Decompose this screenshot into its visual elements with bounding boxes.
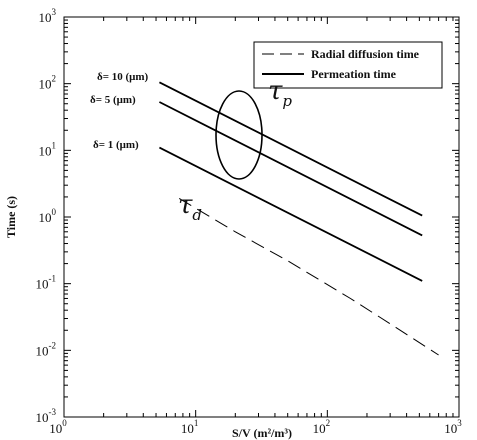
series-line-permeation-1	[158, 101, 423, 237]
x-tick-label: 100	[49, 418, 67, 436]
tick-label-base: 10	[49, 421, 62, 436]
tick-label-exponent: -2	[49, 340, 57, 350]
series-label-delta-1: δ= 1 (μm)	[93, 139, 139, 151]
x-tick-label: 103	[444, 418, 462, 436]
tick-label-exponent: 3	[52, 7, 57, 17]
tick-label-base: 10	[181, 421, 194, 436]
x-axis-label: S/V (m²/m³)	[232, 426, 292, 440]
legend-label-permeation: Permeation time	[311, 67, 397, 81]
tick-label-base: 10	[444, 421, 457, 436]
annotation-tau-d: τd	[178, 190, 202, 224]
legend-label-radial: Radial diffusion time	[311, 47, 420, 61]
tick-label-base: 10	[36, 343, 49, 358]
tick-label-base: 10	[39, 143, 52, 158]
y-tick-label: 10-3	[36, 407, 57, 425]
x-tick-label: 102	[313, 418, 331, 436]
series-line-permeation-2	[158, 146, 423, 282]
y-tick-label: 102	[39, 74, 57, 92]
series-line-permeation-0	[158, 81, 423, 217]
tick-label-base: 10	[36, 277, 49, 292]
legend: Radial diffusion time Permeation time	[253, 41, 443, 89]
annotation-tau-p: τp	[268, 76, 292, 110]
series-lines	[158, 81, 439, 356]
tick-label-exponent: 1	[52, 140, 57, 150]
y-tick-label: 10-1	[36, 274, 57, 292]
annotation-tau-p-subscript: p	[282, 92, 292, 110]
y-tick-label: 10-2	[36, 340, 57, 358]
series-label-delta-10: δ= 10 (μm)	[97, 71, 149, 83]
x-tick-label: 101	[181, 418, 199, 436]
tick-label-base: 10	[36, 410, 49, 425]
series-line-radial-diffusion	[178, 197, 439, 356]
tau-p-ellipse	[215, 90, 263, 180]
tick-label-exponent: 2	[52, 74, 57, 84]
tick-label-exponent: 3	[457, 418, 462, 428]
tick-label-base: 10	[39, 210, 52, 225]
y-axis-label: Time (s)	[4, 196, 18, 238]
series-label-delta-5: δ= 5 (μm)	[90, 94, 136, 106]
legend-box	[253, 41, 443, 89]
annotation-tau-d-subscript: d	[192, 206, 202, 224]
tick-label-base: 10	[313, 421, 326, 436]
tick-label-base: 10	[39, 10, 52, 25]
tick-label-exponent: 1	[194, 418, 199, 428]
y-tick-label: 101	[39, 140, 57, 158]
tick-label-exponent: -1	[49, 274, 57, 284]
y-tick-label: 103	[39, 7, 57, 25]
tick-label-exponent: -3	[49, 407, 57, 417]
tick-label-exponent: 0	[52, 207, 57, 217]
annotation-tau-p-symbol: τ	[268, 76, 283, 106]
tick-label-exponent: 0	[62, 418, 67, 428]
tick-label-exponent: 2	[326, 418, 331, 428]
y-tick-label: 100	[39, 207, 57, 225]
tick-label-base: 10	[39, 77, 52, 92]
annotation-tau-d-symbol: τ	[178, 190, 193, 220]
